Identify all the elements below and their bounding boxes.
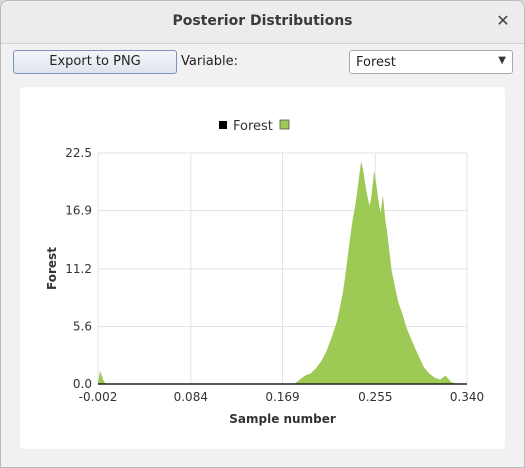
y-tick-label: 0.0 — [73, 377, 92, 391]
y-tick-label: 11.2 — [65, 262, 92, 276]
variable-label: Variable: — [181, 54, 239, 69]
series-area-forest — [97, 162, 467, 385]
chart-legend: Forest — [219, 119, 290, 134]
y-tick-label: 16.9 — [65, 203, 92, 217]
title-bar[interactable]: Posterior Distributions ✕ — [1, 1, 524, 44]
x-tick-label: 0.340 — [450, 390, 484, 404]
variable-select-value: Forest — [356, 55, 396, 70]
x-tick-label: 0.255 — [358, 390, 392, 404]
x-axis-label: Sample number — [229, 412, 336, 426]
chart-panel: -0.002 0.084 0.169 0.255 0.340 0.0 5.6 11.2 16.… — [20, 87, 505, 449]
legend-marker-green — [279, 119, 290, 130]
x-tick-label: 0.084 — [174, 390, 208, 404]
y-tick-label: 5.6 — [73, 320, 92, 334]
y-tick-labels: 0.0 5.6 11.2 16.9 22.5 — [65, 146, 92, 391]
y-axis-label: Forest — [45, 247, 59, 290]
variable-select[interactable]: Forest ▼ — [349, 50, 513, 74]
chevron-down-icon: ▼ — [498, 55, 506, 66]
legend-entry-forest: Forest — [233, 119, 273, 134]
x-tick-label: -0.002 — [79, 390, 118, 404]
x-tick-label: 0.169 — [265, 390, 299, 404]
close-icon[interactable]: ✕ — [496, 11, 510, 30]
legend-marker-black — [219, 121, 227, 129]
window-title: Posterior Distributions — [172, 13, 353, 29]
x-tick-labels: -0.002 0.084 0.169 0.255 0.340 — [79, 390, 485, 404]
y-tick-label: 22.5 — [65, 146, 92, 160]
export-png-button[interactable]: Export to PNG — [13, 50, 177, 74]
posterior-chart: -0.002 0.084 0.169 0.255 0.340 0.0 5.6 11.2 16.… — [45, 119, 485, 426]
